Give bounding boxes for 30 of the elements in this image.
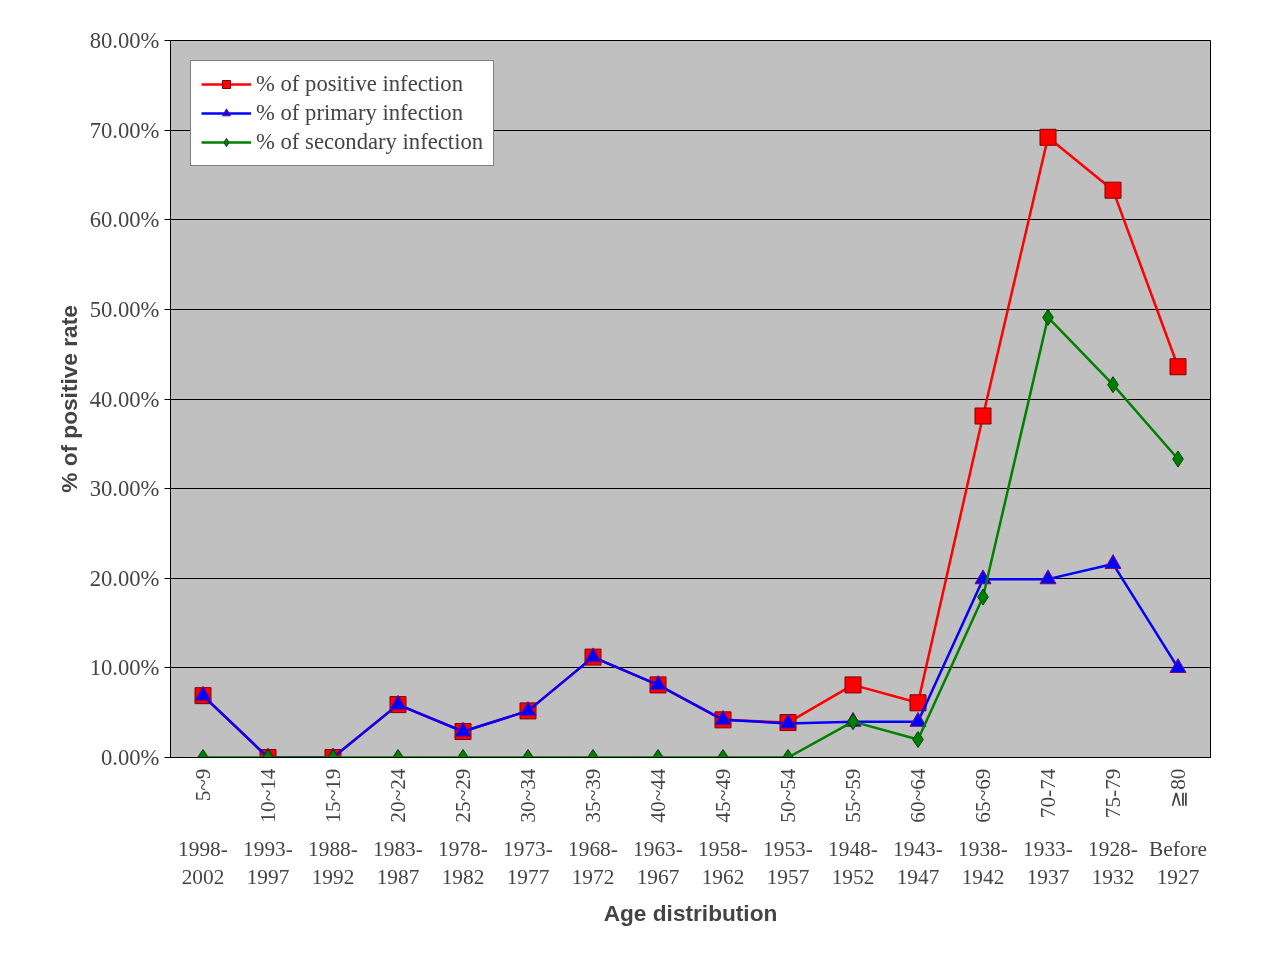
legend-label: % of secondary infection [256, 129, 484, 155]
y-axis-title: % of positive rate [55, 305, 82, 493]
category-label: 35~39 1968- 1972 [568, 768, 618, 890]
category-label: ≧80 Before 1927 [1148, 768, 1208, 890]
category-label: 65~69 1938- 1942 [958, 768, 1008, 890]
category-label: 15~19 1988- 1992 [308, 768, 358, 890]
y-tick-label: 0.00% [100, 745, 160, 770]
y-tick-label: 10.00% [89, 655, 160, 681]
category-label: 75-79 1928- 1932 [1088, 768, 1138, 890]
category-label: 70-74 1933- 1937 [1023, 768, 1073, 890]
text: Age distribution [603, 899, 778, 926]
y-tick-label: 30.00% [89, 476, 160, 502]
category-label: 40~44 1963- 1967 [633, 768, 683, 890]
category-label: 50~54 1953- 1957 [763, 768, 813, 890]
category-label: 5~9 1998- 2002 [178, 768, 228, 890]
y-tick-label: 50.00% [89, 296, 160, 322]
category-label: 30~34 1973- 1977 [503, 768, 553, 890]
category-label: 20~24 1983- 1987 [373, 768, 423, 890]
legend-label: % of primary infection [256, 100, 463, 126]
y-tick-label: 70.00% [89, 117, 160, 143]
y-tick-label: 20.00% [89, 565, 160, 591]
y-tick-label: 60.00% [89, 207, 160, 233]
legend-label: % of positive infection [256, 71, 464, 97]
category-label: 10~14 1993- 1997 [243, 768, 293, 890]
category-label: 60~64 1943- 1947 [893, 768, 943, 890]
category-label: 55~59 1948- 1952 [828, 768, 878, 890]
y-tick-label: 80.00% [89, 28, 160, 53]
y-tick-label: 40.00% [89, 386, 160, 412]
category-label: 45~49 1958- 1962 [698, 768, 748, 890]
category-label: 25~29 1978- 1982 [438, 768, 488, 890]
